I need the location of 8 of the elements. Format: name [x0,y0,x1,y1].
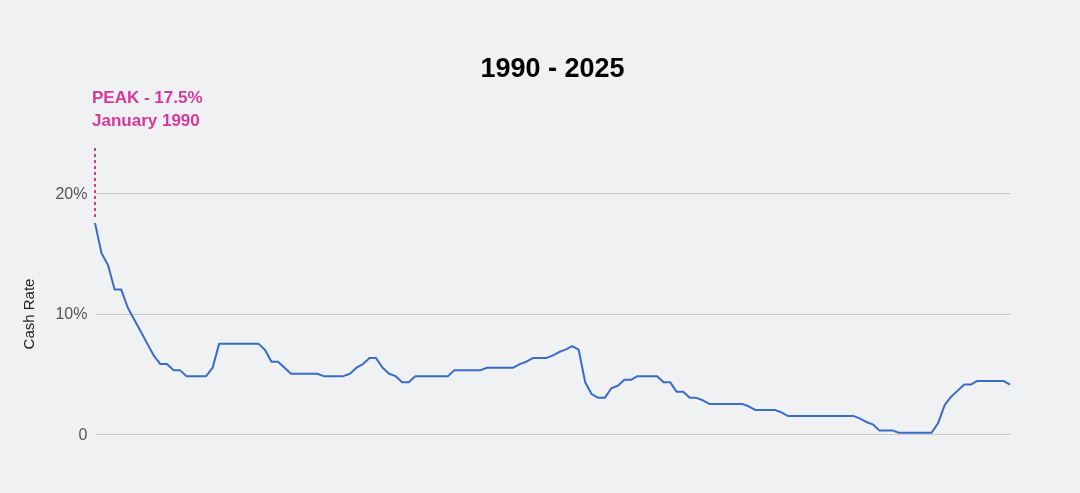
y-axis-title: Cash Rate [20,278,38,350]
chart-title: 1990 - 2025 [480,53,625,83]
y-tick-label: 20% [55,184,88,202]
y-tick-label: 10% [55,305,88,322]
text: January 1990 [92,111,200,130]
line-series [94,222,1011,434]
y-tick-label: 0 [78,425,88,443]
text: PEAK - 17.5% [92,88,203,107]
